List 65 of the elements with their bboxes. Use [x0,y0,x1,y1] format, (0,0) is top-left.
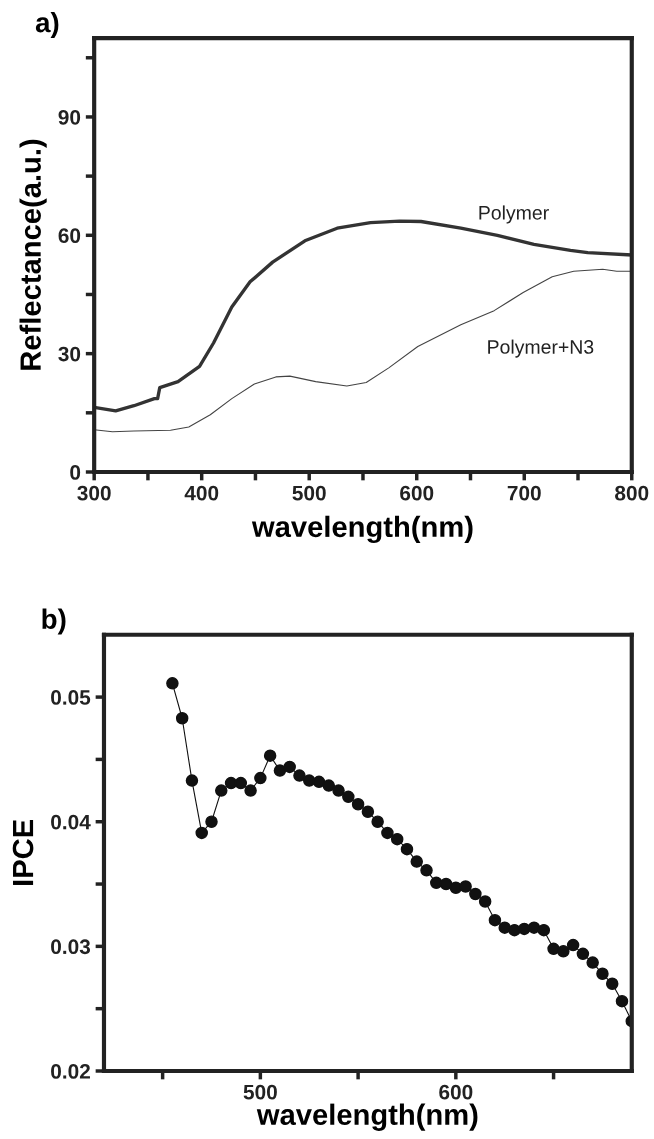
point [195,826,208,840]
point [615,994,629,1008]
point [557,945,570,958]
point [322,779,336,792]
point [469,887,482,901]
point [361,805,375,819]
point [410,855,423,868]
text: a) [35,12,59,38]
point [234,776,248,790]
point [273,764,287,777]
point [576,947,590,961]
x-axis-title: wavelength(nm) [256,1103,478,1131]
point [596,967,609,981]
y-tick-label: 0.05 [51,690,91,705]
point [166,677,179,690]
point [254,771,267,785]
series-label: Polymer+N3 [488,339,594,358]
x-tick-label: 600 [400,485,434,501]
point [263,749,277,762]
point [293,769,306,782]
y-tick-label: 60 [58,228,81,244]
y-tick-label: 0.03 [51,939,91,955]
point [566,938,580,952]
point [547,942,560,956]
point [351,798,365,811]
point [439,877,453,891]
x-axis-title: wavelength(nm) [251,515,473,544]
x-tick-label: 300 [77,485,111,501]
point [185,774,199,787]
y-tick-label: 0 [70,465,81,480]
x-tick-label: 400 [184,485,219,501]
y-tick-label: 30 [58,346,81,362]
x-tick-label: 700 [507,485,541,501]
y-axis-title: Reflectance(a.u.) [19,139,47,370]
point [332,784,345,797]
point [371,815,384,828]
point [205,815,218,828]
point [420,864,433,877]
x-tick-label: 800 [615,485,649,501]
x-tick-label: 500 [292,485,326,501]
point [312,775,326,789]
point [283,760,296,774]
point [390,832,404,846]
y-tick-label: 90 [58,109,81,125]
series-label: Polymer [479,205,549,224]
text: b) [42,608,66,635]
point [605,977,619,991]
point [215,784,228,797]
point [244,784,257,797]
y-tick-label: 0.02 [51,1064,90,1079]
y-tick-label: 0.04 [51,814,91,830]
point [381,826,394,840]
point [488,913,502,927]
point [459,880,472,893]
point [478,895,492,908]
point [400,842,414,856]
point [527,921,541,934]
x-tick-label: 600 [439,1084,473,1100]
point [537,923,551,937]
x-tick-label: 500 [243,1084,277,1100]
y-axis-title: IPCE [12,819,34,885]
point [342,790,355,804]
line-series [94,268,632,433]
point [586,956,599,969]
point [175,712,189,725]
